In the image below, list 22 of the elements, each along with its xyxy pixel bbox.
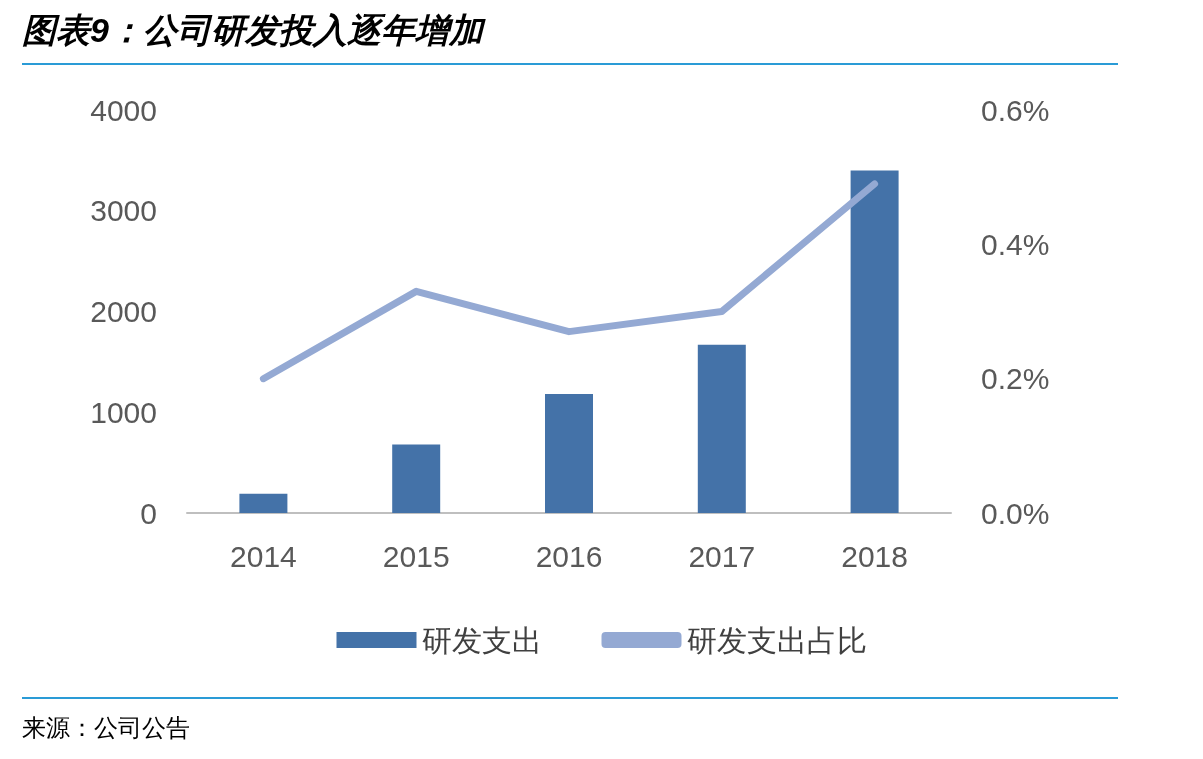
bar — [239, 493, 288, 513]
x-tick-label: 2014 — [230, 539, 297, 573]
legend-label: 研发支出占比 — [686, 622, 867, 658]
legend-label: 研发支出 — [421, 622, 542, 658]
x-tick-label: 2016 — [535, 539, 603, 573]
source-note: 来源：公司公告 — [22, 713, 190, 744]
y-tick-label: 0 — [140, 496, 157, 530]
x-tick-label: 2018 — [841, 539, 908, 573]
bar — [545, 394, 593, 513]
y-tick-label: 4000 — [90, 93, 157, 127]
bar — [850, 170, 899, 513]
y-tick-label: 1000 — [90, 395, 157, 429]
y2-tick-label: 0.4% — [981, 227, 1050, 261]
bar — [392, 444, 441, 513]
y2-tick-label: 0.6% — [981, 93, 1050, 127]
x-tick-label: 2017 — [688, 539, 756, 573]
bar — [697, 344, 746, 513]
y-tick-label: 3000 — [90, 194, 157, 228]
y-tick-label: 2000 — [90, 295, 157, 328]
y2-tick-label: 0.2% — [981, 362, 1050, 396]
y2-tick-label: 0.0% — [981, 496, 1050, 530]
x-tick-label: 2015 — [382, 539, 450, 573]
